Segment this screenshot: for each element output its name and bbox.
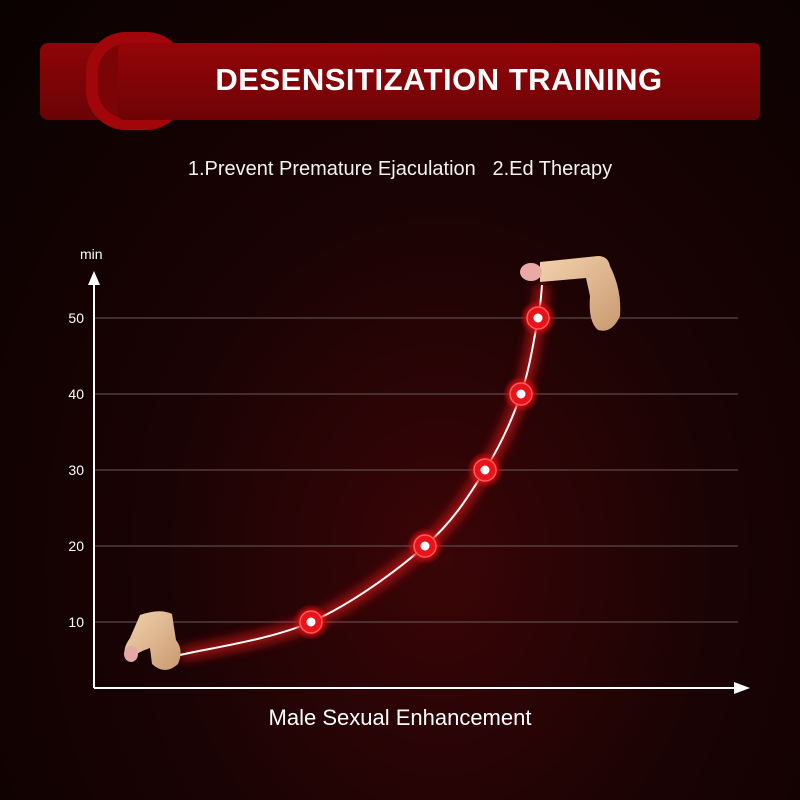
title-banner-inner [118, 43, 760, 120]
x-axis-label: Male Sexual Enhancement [269, 705, 532, 730]
subtitle: 1.Prevent Premature Ejaculation 2.Ed The… [187, 158, 613, 180]
page-title: DESENSITIZATION TRAINING [215, 62, 663, 97]
erect-figure-icon [520, 256, 621, 331]
y-axis-label: min [80, 246, 103, 262]
data-point [407, 528, 443, 564]
y-axis-arrow-icon [88, 271, 100, 285]
y-tick-label: 20 [68, 538, 84, 554]
y-tick-label: 10 [68, 614, 84, 630]
y-tick-label: 30 [68, 462, 84, 478]
flaccid-figure-icon [124, 611, 181, 670]
data-point [293, 604, 329, 640]
y-tick-label: 50 [68, 310, 84, 326]
data-point [467, 452, 503, 488]
data-point [503, 376, 539, 412]
data-point [520, 300, 556, 336]
x-axis-arrow-icon [734, 682, 750, 694]
y-tick-label: 40 [68, 386, 84, 402]
